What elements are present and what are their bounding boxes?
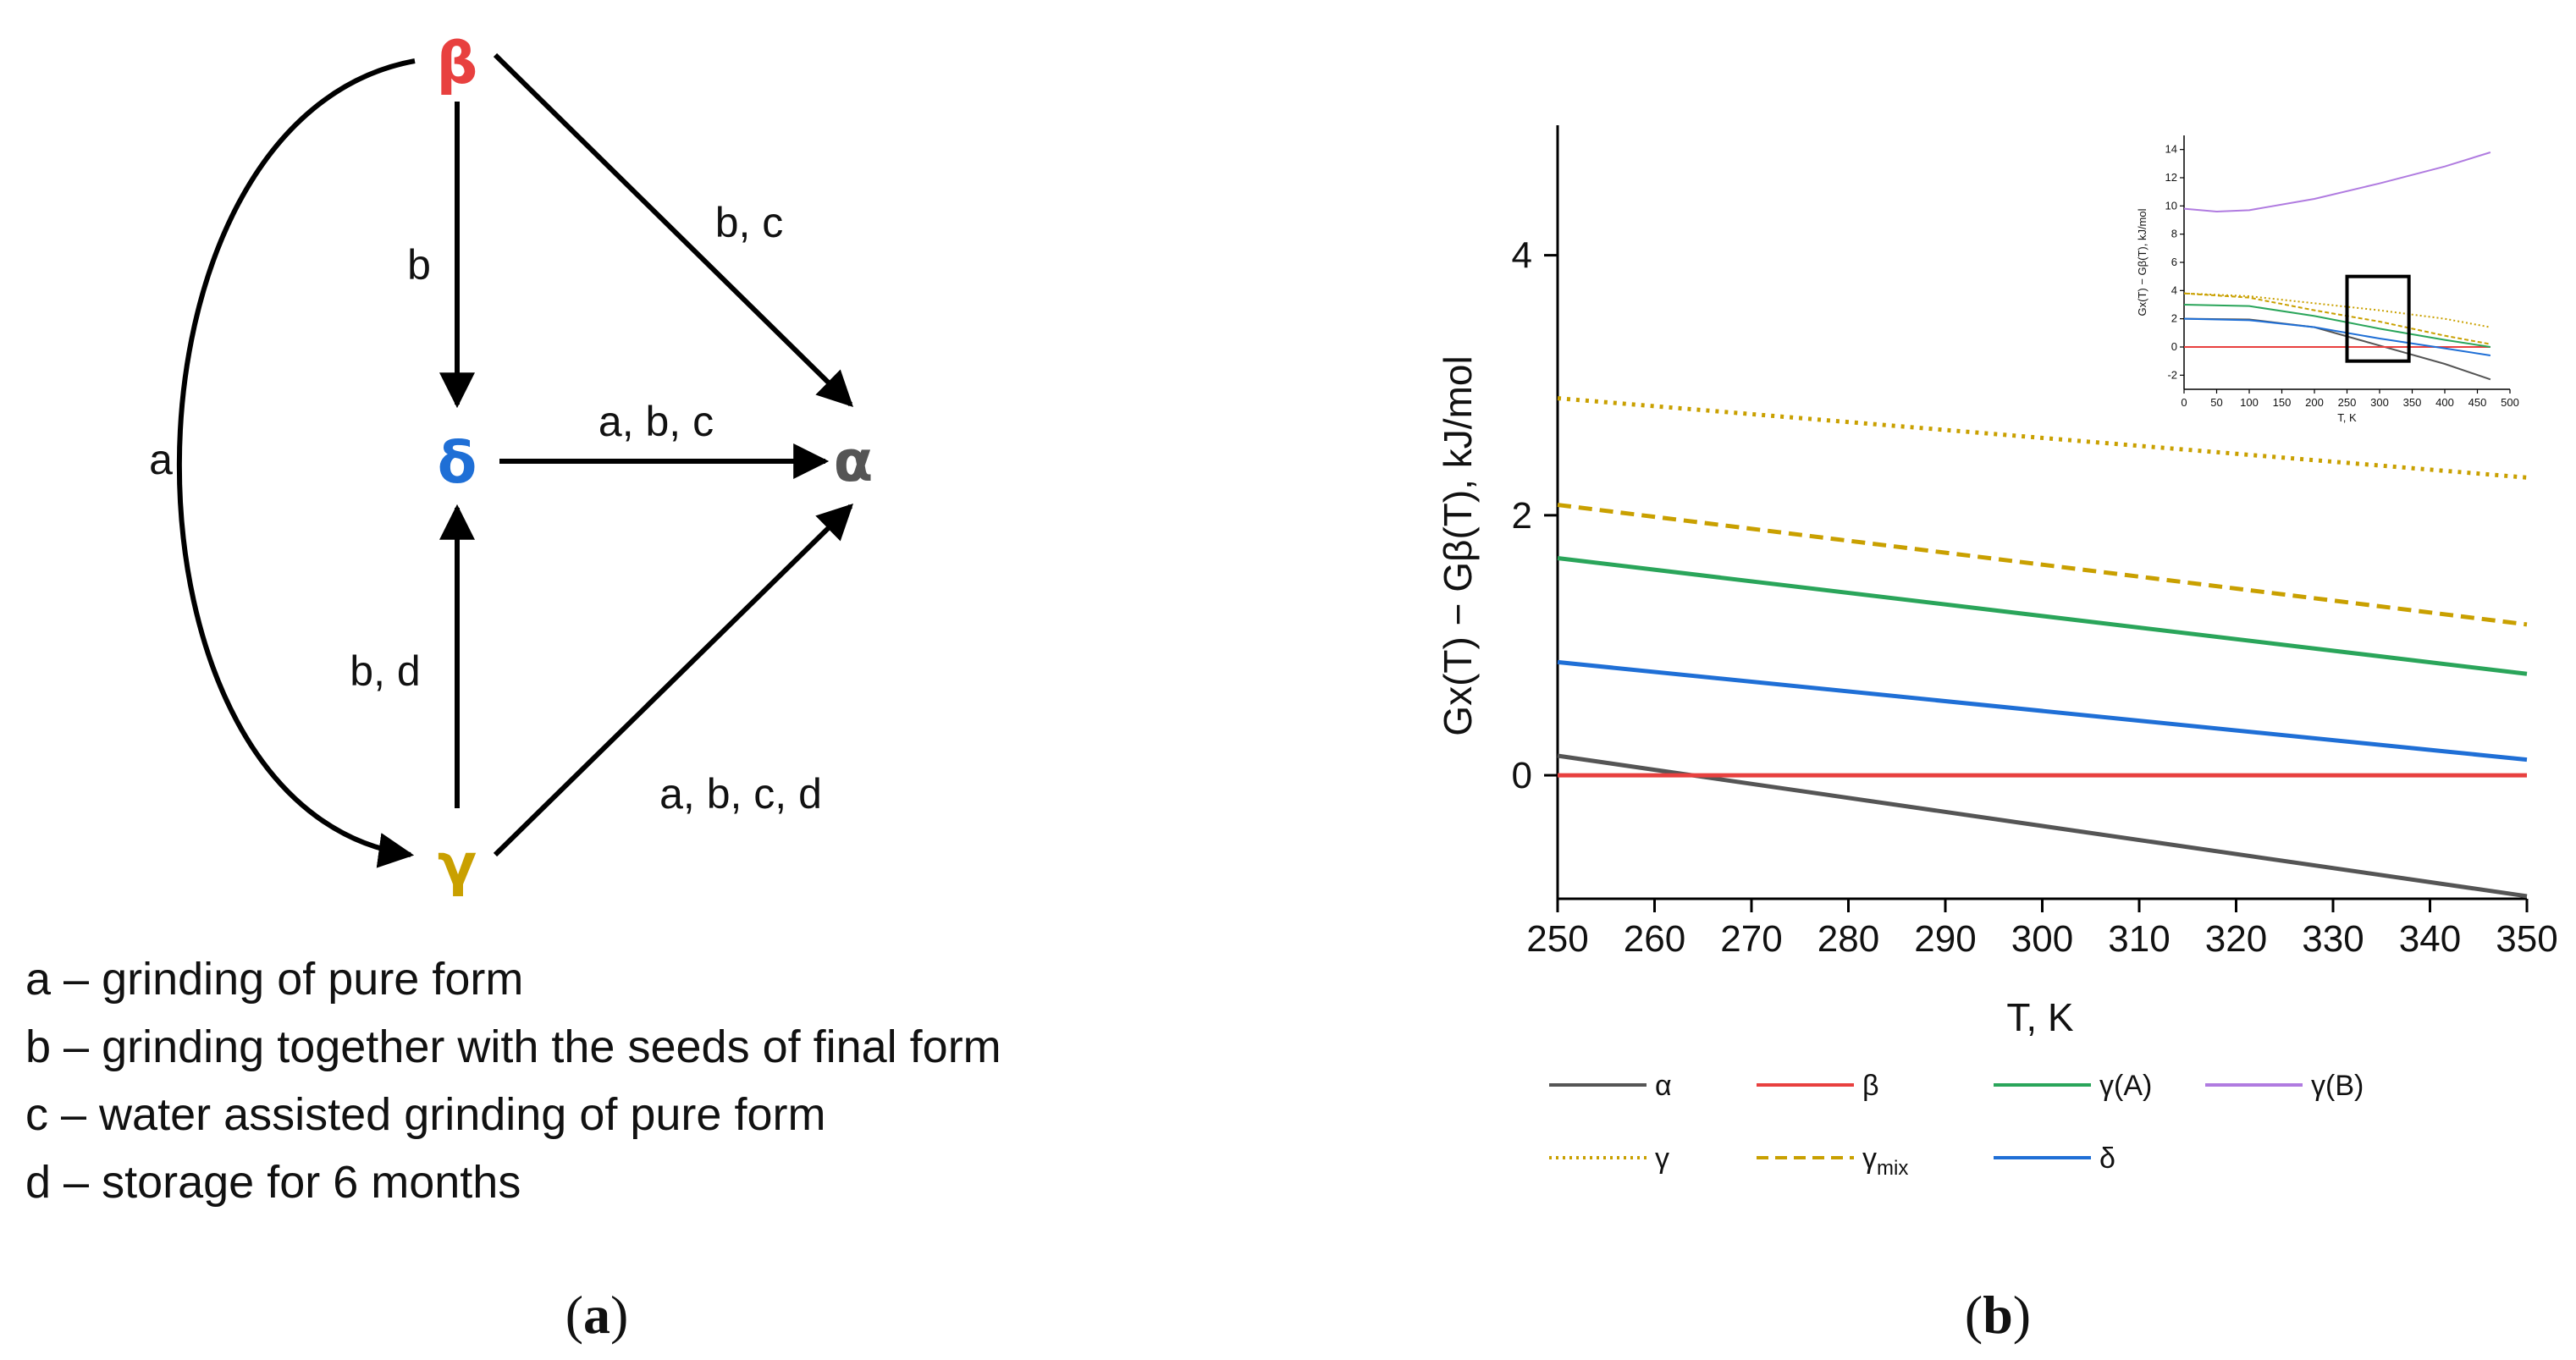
series-line-α <box>1557 753 2528 899</box>
edge-gamma-alpha <box>493 504 853 857</box>
panel-a-diagram: β δ α γ a b b, c a, b, c b, d a, b, c, d… <box>25 30 1001 1345</box>
inset-y-tick-label: -2 <box>2167 368 2177 381</box>
x-tick-label: 350 <box>2496 918 2557 960</box>
inset-x-tick-label: 250 <box>2338 396 2357 409</box>
x-tick-label: 320 <box>2205 918 2267 960</box>
node-alpha: α <box>834 428 874 495</box>
inset-x-tick-label: 200 <box>2305 396 2324 409</box>
inset-y-tick-label: 4 <box>2171 284 2177 296</box>
x-tick-label: 290 <box>1914 918 1976 960</box>
legend-label-alpha: α <box>1655 1070 1672 1102</box>
series-line-γ(A) <box>1557 556 2528 676</box>
series-line-γmix <box>1557 503 2528 627</box>
main-series <box>1557 396 2528 899</box>
inset-y-tick-label: 10 <box>2165 199 2177 212</box>
inset-y-tick-label: 2 <box>2171 312 2177 325</box>
process-legend-c: c – water assisted grinding of pure form <box>25 1089 825 1140</box>
node-gamma: γ <box>438 832 477 899</box>
inset-x-tick-label: 350 <box>2403 396 2422 409</box>
node-beta: β <box>437 30 478 97</box>
inset-chart: 0 50 100 150 200 250 300 350 400 450 500 -2 0 2 4 6 8 10 1… <box>2136 135 2519 424</box>
inset-x-tick-label: 150 <box>2273 396 2292 409</box>
x-tick-label: 330 <box>2302 918 2364 960</box>
process-legend-d: d – storage for 6 months <box>25 1157 521 1208</box>
x-tick-label: 310 <box>2108 918 2170 960</box>
inset-series-line-γ <box>2183 292 2491 328</box>
x-tick-label: 340 <box>2399 918 2461 960</box>
x-axis-title: T, K <box>2006 995 2074 1039</box>
legend-label-gammaA: γ(A) <box>2099 1070 2152 1102</box>
x-tick-label: 300 <box>2011 918 2073 960</box>
inset-series-line-γ(A) <box>2183 304 2491 348</box>
inset-series-line-δ <box>2183 317 2491 356</box>
y-axis-title: Gx(T) − Gβ(T), kJ/mol <box>1436 355 1480 735</box>
edge-label-delta-alpha: a, b, c <box>598 398 714 445</box>
series-line-δ <box>1557 659 2528 763</box>
edge-label-gamma-delta: b, d <box>350 647 420 695</box>
inset-x-tick-label: 50 <box>2210 396 2222 409</box>
edge-label-beta-delta: b <box>407 241 431 289</box>
y-tick-label: 2 <box>1512 495 1532 537</box>
x-tick-label: 280 <box>1818 918 1879 960</box>
inset-y-tick-label: 8 <box>2171 228 2177 240</box>
series-line-γ <box>1557 396 2528 480</box>
edge-label-beta-gamma: a <box>149 436 173 483</box>
inset-y-axis-title: Gx(T) − Gβ(T), kJ/mol <box>2136 208 2149 316</box>
inset-y-tick-label: 14 <box>2165 143 2177 156</box>
x-tick-label: 270 <box>1720 918 1782 960</box>
process-legend-a: a – grinding of pure form <box>25 954 523 1005</box>
legend-label-delta: δ <box>2099 1143 2115 1175</box>
legend-label-gamma: γ <box>1655 1143 1669 1175</box>
chart-legend: α β γ(A) γ(B) γ γmix δ <box>1549 1070 2364 1180</box>
inset-x-axis-title: T, K <box>2337 411 2357 424</box>
inset-y-tick-label: 12 <box>2165 171 2177 184</box>
inset-y-tick-label: 0 <box>2171 340 2177 353</box>
edge-beta-gamma <box>176 58 416 868</box>
node-delta: δ <box>438 430 477 497</box>
panel-label-b: (b) <box>1965 1285 2031 1345</box>
edge-label-gamma-alpha: a, b, c, d <box>659 770 822 818</box>
inset-series-line-γ(B) <box>2183 151 2491 213</box>
inset-x-tick-label: 300 <box>2370 396 2389 409</box>
x-tick-label: 250 <box>1526 918 1588 960</box>
legend-label-gammaB: γ(B) <box>2311 1070 2364 1102</box>
inset-x-tick-label: 100 <box>2240 396 2259 409</box>
edge-beta-alpha <box>493 52 853 407</box>
legend-label-gammamix: γmix <box>1862 1143 1908 1180</box>
y-tick-label: 0 <box>1512 755 1532 796</box>
inset-x-tick-label: 450 <box>2468 396 2487 409</box>
inset-x-tick-label: 500 <box>2501 396 2519 409</box>
inset-zoom-box <box>2345 274 2411 363</box>
edge-label-beta-alpha: b, c <box>715 199 784 246</box>
inset-y-tick-label: 6 <box>2171 256 2177 268</box>
inset-x-tick-label: 400 <box>2435 396 2454 409</box>
inset-x-tick-label: 0 <box>2181 396 2187 409</box>
panel-label-a: (a) <box>565 1285 629 1345</box>
x-tick-label: 260 <box>1624 918 1685 960</box>
process-legend-b: b – grinding together with the seeds of … <box>25 1021 1001 1072</box>
y-tick-label: 4 <box>1512 235 1532 277</box>
legend-label-beta: β <box>1862 1070 1879 1102</box>
